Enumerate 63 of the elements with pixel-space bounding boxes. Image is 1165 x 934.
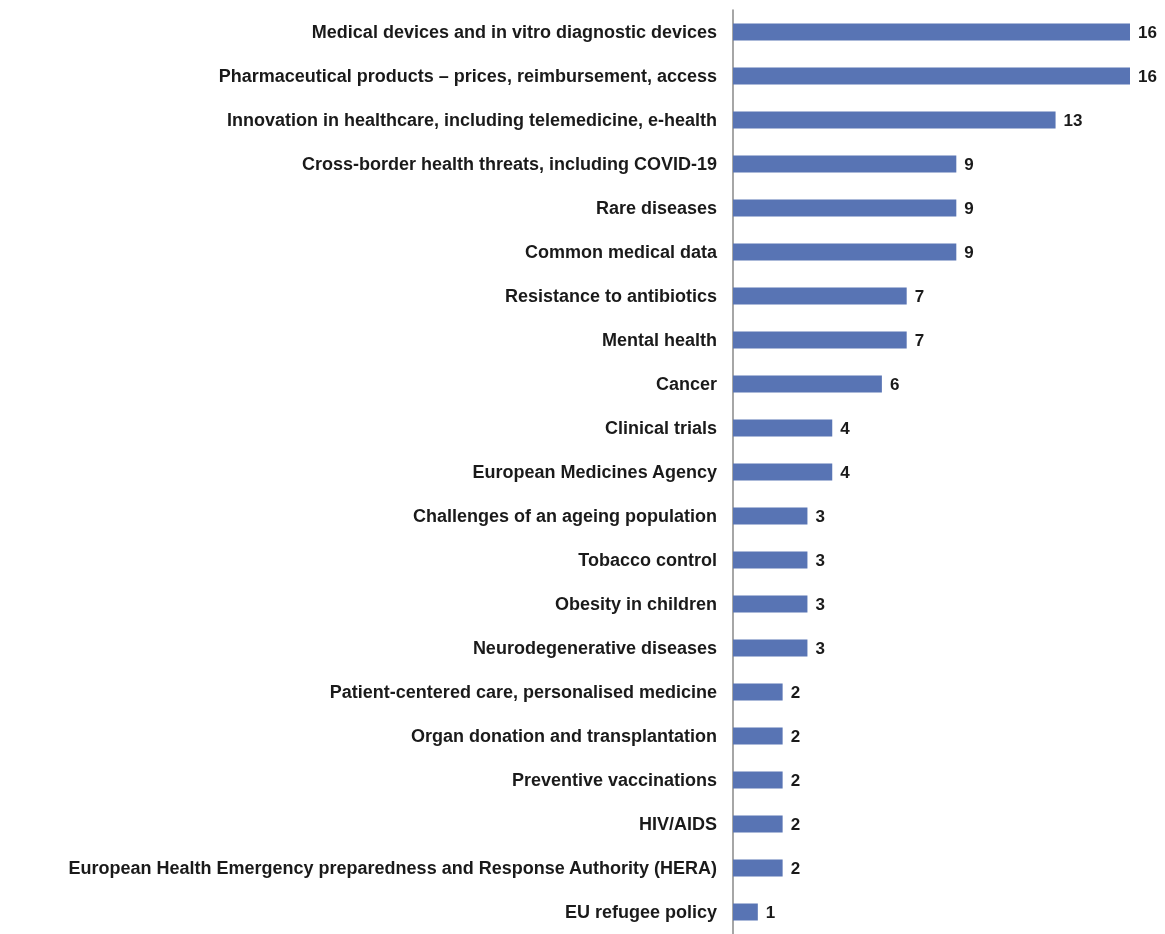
bar <box>733 419 833 437</box>
data-label: 2 <box>790 682 801 702</box>
data-label: 2 <box>790 770 801 790</box>
y-tick-label: Challenges of an ageing population <box>412 506 717 526</box>
bar <box>733 815 783 833</box>
y-tick-label: Cross-border health threats, including COVID-19 <box>301 154 717 174</box>
bar <box>733 859 783 877</box>
data-label: 4 <box>840 418 851 438</box>
data-label: 3 <box>815 506 825 526</box>
y-tick-label: Clinical trials <box>604 418 717 438</box>
y-tick-label: Organ donation and transplantation <box>411 726 717 746</box>
y-tick-label: Cancer <box>655 374 717 394</box>
bar <box>733 287 907 305</box>
data-label: 3 <box>815 638 825 658</box>
y-tick-label: Mental health <box>601 330 717 350</box>
data-label: 1 <box>765 902 776 922</box>
data-label: 3 <box>815 594 825 614</box>
y-tick-label: Resistance to antibiotics <box>504 286 717 306</box>
data-label: 2 <box>790 814 801 834</box>
y-tick-label: Pharmaceutical products – prices, reimbursement, access <box>218 66 717 86</box>
y-tick-label: Medical devices and in vitro diagnostic devices <box>311 22 717 42</box>
data-label: 3 <box>815 550 825 570</box>
y-tick-label: Tobacco control <box>578 550 717 570</box>
y-tick-label: European Health Emergency preparedness and Response Authority (HERA) <box>68 858 717 878</box>
data-label: 4 <box>840 462 851 482</box>
bar <box>733 683 783 701</box>
data-label: 2 <box>790 726 801 746</box>
bar <box>733 507 808 525</box>
data-label: 7 <box>914 330 925 350</box>
bar <box>733 463 833 481</box>
data-label: 6 <box>889 374 900 394</box>
bar <box>733 243 957 261</box>
bar <box>733 199 957 217</box>
bar <box>733 595 808 613</box>
y-tick-label: Preventive vaccinations <box>511 770 717 790</box>
bar <box>733 111 1056 129</box>
bar <box>733 903 758 921</box>
data-label: 9 <box>964 154 974 174</box>
bar <box>733 23 1130 41</box>
data-label: 9 <box>964 198 974 218</box>
bar <box>733 727 783 745</box>
y-tick-label: Obesity in children <box>554 594 717 614</box>
data-label: 2 <box>790 858 801 878</box>
bar <box>733 375 882 393</box>
data-label: 16 <box>1138 22 1157 42</box>
y-tick-label: HIV/AIDS <box>638 814 717 834</box>
bar <box>733 771 783 789</box>
data-label: 16 <box>1138 66 1157 86</box>
data-label: 7 <box>914 286 925 306</box>
y-tick-label: Innovation in healthcare, including telemedicine, e-health <box>226 110 717 130</box>
y-tick-label: EU refugee policy <box>564 902 717 922</box>
y-tick-label: European Medicines Agency <box>472 462 717 482</box>
bar <box>733 551 808 569</box>
bar <box>733 67 1130 85</box>
y-tick-label: Patient-centered care, personalised medicine <box>329 682 717 702</box>
data-label: 13 <box>1063 110 1083 130</box>
y-tick-label: Common medical data <box>524 242 718 262</box>
y-tick-label: Rare diseases <box>595 198 717 218</box>
data-label: 9 <box>964 242 974 262</box>
bar <box>733 155 957 173</box>
bar <box>733 331 907 349</box>
bar <box>733 639 808 657</box>
y-tick-label: Neurodegenerative diseases <box>472 638 717 658</box>
